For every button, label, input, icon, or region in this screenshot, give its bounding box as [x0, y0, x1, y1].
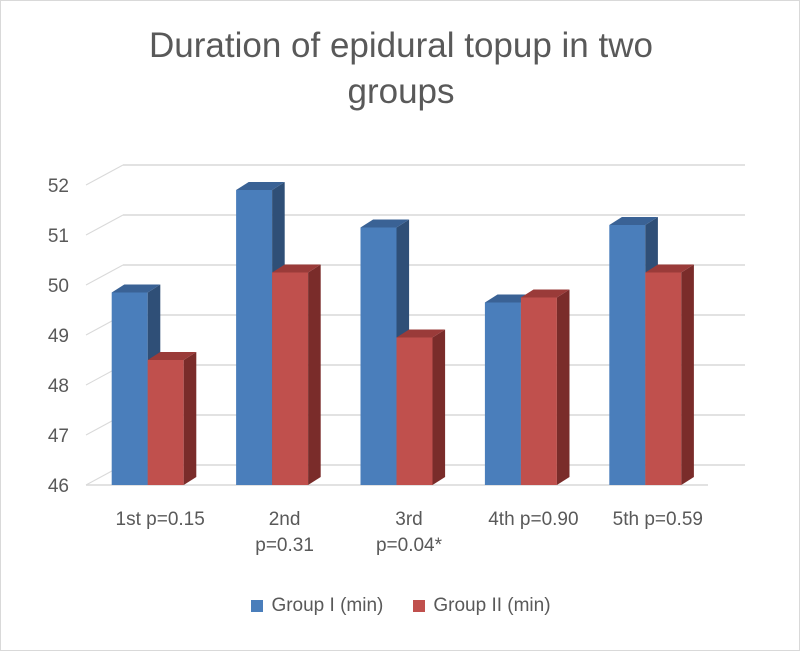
bar	[272, 264, 321, 485]
gridline-side	[85, 214, 124, 236]
bar	[645, 264, 694, 485]
bar-front	[111, 292, 148, 485]
bar-top	[396, 329, 446, 338]
bar	[396, 329, 446, 485]
bar-top	[236, 182, 285, 190]
chart-title: Duration of epidural topup in two groups	[149, 26, 653, 111]
bar-top	[147, 352, 197, 360]
bar-front	[396, 337, 433, 485]
bar-side	[183, 352, 197, 485]
bar-front	[520, 297, 557, 485]
bar-front	[147, 360, 184, 485]
x-tick-label: 2nd p=0.31	[255, 509, 314, 556]
x-tick-label: 4th p=0.90	[488, 509, 578, 530]
bar-top	[111, 284, 161, 293]
bar-side	[308, 264, 321, 485]
bar-side	[681, 264, 694, 485]
bar-top	[360, 219, 410, 228]
legend-label: Group II (min)	[433, 595, 551, 616]
bar-top	[272, 264, 321, 273]
x-tick-label: 3rd p=0.04*	[376, 509, 443, 556]
y-tick-label: 47	[48, 426, 69, 447]
legend-entry: Group I (min)	[251, 595, 383, 617]
y-tick-label: 51	[48, 226, 69, 247]
bar-front	[484, 302, 521, 485]
bar-top	[520, 289, 570, 298]
bar-top	[645, 264, 694, 273]
bar-front	[272, 272, 309, 485]
bar	[147, 352, 197, 485]
y-axis-ticks: 46 47 48 49 50 51 52	[48, 176, 69, 497]
y-tick-label: 52	[48, 176, 69, 197]
bars	[111, 182, 694, 485]
bar-front	[360, 227, 397, 485]
x-axis-labels: 1st p=0.15 2nd p=0.31 3rd p=0.04* 4th p=0.90 5…	[116, 509, 703, 556]
x-tick-label: 5th p=0.59	[613, 509, 703, 530]
legend: Group I (min) Group II (min)	[1, 595, 800, 617]
gridline-side	[85, 264, 124, 286]
y-tick-label: 49	[48, 326, 69, 347]
y-tick-label: 48	[48, 376, 69, 397]
y-tick-label: 46	[48, 476, 69, 497]
bar-front	[236, 190, 273, 485]
legend-entry: Group II (min)	[413, 595, 551, 617]
bar-front	[645, 272, 682, 485]
bar-front	[609, 225, 646, 485]
x-tick-label: 1st p=0.15	[116, 509, 205, 530]
gridline-side	[85, 164, 124, 186]
legend-label: Group I (min)	[271, 595, 384, 616]
bar	[520, 289, 570, 485]
bar-side	[556, 289, 570, 485]
legend-swatch	[413, 600, 426, 612]
y-tick-label: 50	[48, 276, 69, 297]
bar-side	[432, 329, 446, 485]
legend-swatch	[251, 600, 264, 612]
bar-top	[609, 217, 658, 225]
